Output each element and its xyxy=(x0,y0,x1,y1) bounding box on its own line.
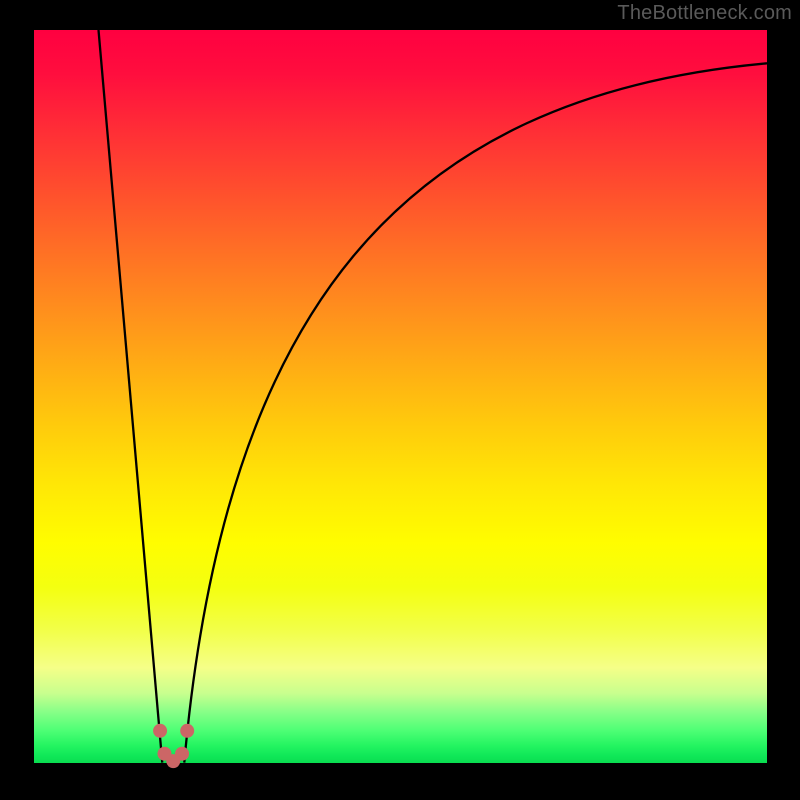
watermark-text: TheBottleneck.com xyxy=(617,2,792,25)
plot-area xyxy=(34,30,767,770)
canvas-root: TheBottleneck.com xyxy=(0,0,800,800)
curve-layer xyxy=(34,30,767,770)
marker-dot xyxy=(175,747,189,761)
marker-dot xyxy=(180,724,194,738)
curve-left-branch xyxy=(99,30,163,763)
bottom-markers xyxy=(153,724,194,768)
curve-right-branch xyxy=(184,63,767,762)
marker-dot xyxy=(153,724,167,738)
